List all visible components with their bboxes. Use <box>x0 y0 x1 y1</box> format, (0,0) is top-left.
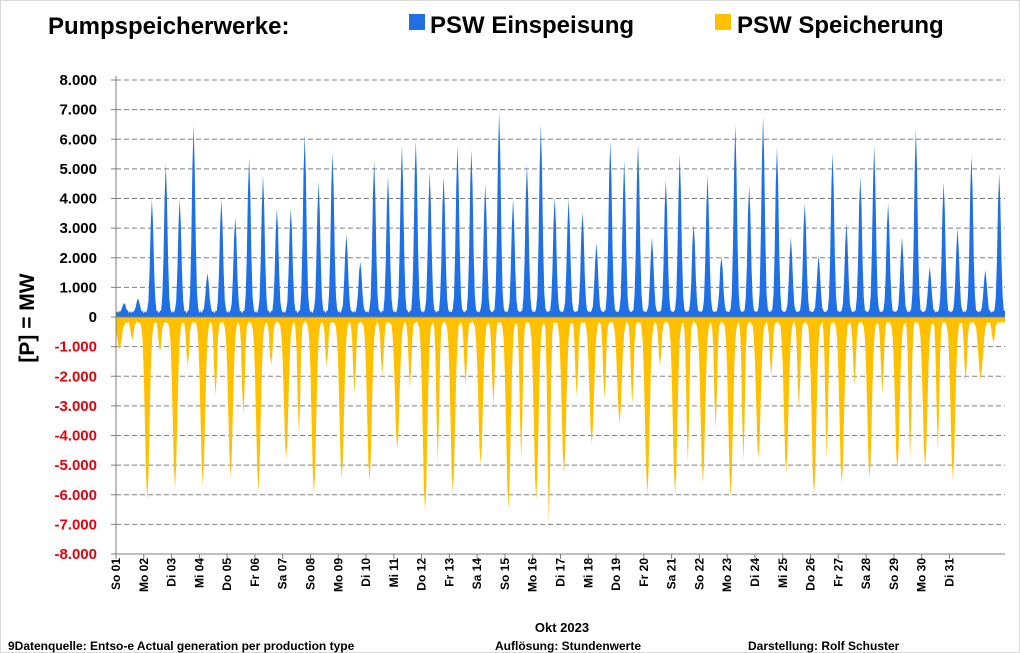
footer-author: Darstellung: Rolf Schuster <box>748 639 900 653</box>
y-tick-label: 1.000 <box>59 279 97 296</box>
x-tick-label: Do 19 <box>609 558 623 591</box>
y-tick-label: -7.000 <box>54 516 97 533</box>
x-tick-label: Do 12 <box>415 558 429 591</box>
x-tick-label: Di 24 <box>748 558 762 587</box>
x-tick-label: So 29 <box>887 558 901 590</box>
x-tick-label: Di 17 <box>554 558 568 587</box>
x-tick-label: Do 26 <box>804 558 818 591</box>
x-tick-label: Mi 18 <box>581 558 595 588</box>
x-tick-label: Fr 20 <box>637 558 651 587</box>
y-tick-label: 3.000 <box>59 220 97 237</box>
x-tick-label: Fr 06 <box>248 558 262 587</box>
y-axis-label: [P] = MW <box>16 273 39 362</box>
y-tick-labels: 8.000 7.000 6.000 5.000 4.000 3.000 2.000 1.000… <box>54 72 97 563</box>
footer-resolution: Auflösung: Stundenwerte <box>495 639 641 653</box>
x-tick-label: Fr 27 <box>831 558 845 587</box>
x-tick-label: Mo 30 <box>915 558 929 592</box>
y-tick-label: 6.000 <box>59 131 97 148</box>
x-tick-label: Mi 25 <box>776 558 790 588</box>
y-tick-label: 0 <box>89 309 97 326</box>
x-tick-label: Mi 11 <box>387 558 401 588</box>
series-speicherung-area <box>116 317 1005 524</box>
y-tick-label: -8.000 <box>54 546 97 563</box>
axes <box>111 76 1005 559</box>
legend-swatch-speicherung <box>715 14 731 30</box>
x-tick-label: Di 10 <box>359 558 373 587</box>
y-tick-label: 5.000 <box>59 161 97 178</box>
series-einspeisung-area <box>116 111 1005 317</box>
y-tick-label: 7.000 <box>59 102 97 119</box>
x-tick-label: Sa 07 <box>276 558 290 590</box>
x-axis-label: Okt 2023 <box>535 620 589 635</box>
x-tick-labels: So 01 Mo 02 Di 03 Mi 04 Do 05 Fr 06 Sa 07 So 08… <box>109 558 956 592</box>
y-tick-label: -5.000 <box>54 457 97 474</box>
x-tick-label: So 22 <box>692 558 706 590</box>
chart-title: Pumpspeicherwerke: <box>48 13 289 40</box>
y-tick-label: -3.000 <box>54 398 97 415</box>
x-tick-label: Sa 28 <box>859 558 873 590</box>
y-tick-label: 4.000 <box>59 191 97 208</box>
legend-label-einspeisung: PSW Einspeisung <box>430 12 634 39</box>
x-tick-label: Di 31 <box>942 558 956 587</box>
legend-swatch-einspeisung <box>409 14 425 30</box>
x-tick-label: So 01 <box>109 558 123 590</box>
y-tick-label: -2.000 <box>54 368 97 385</box>
x-tick-label: Mo 02 <box>137 558 151 592</box>
x-tick-label: Fr 13 <box>442 558 456 587</box>
y-tick-label: 8.000 <box>59 72 97 89</box>
y-tick-label: -4.000 <box>54 428 97 445</box>
y-tick-label: 2.000 <box>59 250 97 267</box>
x-tick-label: Sa 21 <box>665 558 679 590</box>
x-tick-label: Mo 16 <box>526 558 540 592</box>
x-tick-label: Sa 14 <box>470 558 484 590</box>
footer-source: 9Datenquelle: Entso-e Actual generation … <box>8 639 355 653</box>
x-tick-label: Di 03 <box>165 558 179 587</box>
x-tick-label: Mo 09 <box>331 558 345 592</box>
legend-label-speicherung: PSW Speicherung <box>737 12 944 39</box>
y-tick-label: -1.000 <box>54 339 97 356</box>
x-tick-label: Do 05 <box>220 558 234 591</box>
x-tick-label: So 08 <box>304 558 318 590</box>
x-tick-label: Mi 04 <box>192 558 206 588</box>
x-tick-label: So 15 <box>498 558 512 590</box>
series-area <box>116 111 1005 524</box>
y-tick-label: -6.000 <box>54 487 97 504</box>
x-tick-label: Mo 23 <box>720 558 734 592</box>
